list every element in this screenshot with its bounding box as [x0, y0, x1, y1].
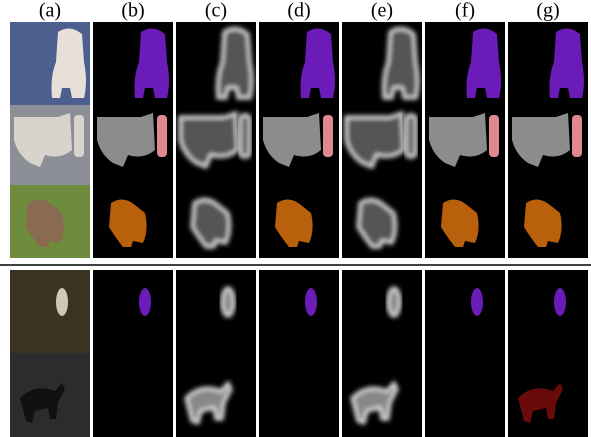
- tile: [10, 353, 90, 437]
- tile: [508, 270, 588, 353]
- tile: [10, 185, 90, 258]
- tile: [176, 105, 256, 185]
- segment: [157, 115, 167, 157]
- tile: [342, 270, 422, 353]
- tile: [93, 353, 173, 437]
- tile-background: [176, 270, 256, 353]
- segment: [222, 288, 234, 316]
- tile: [10, 105, 90, 185]
- tile: [508, 22, 588, 105]
- column-label: (f): [455, 0, 475, 22]
- tile-background: [508, 270, 588, 353]
- tile: [259, 353, 339, 437]
- tile: [259, 270, 339, 353]
- tile-background: [342, 270, 422, 353]
- tile-background: [93, 270, 173, 353]
- segment: [323, 115, 333, 157]
- tile: [425, 353, 505, 437]
- tile: [176, 270, 256, 353]
- tile: [342, 185, 422, 258]
- column-label: (c): [205, 0, 227, 22]
- segment: [384, 28, 419, 98]
- segment: [139, 288, 151, 316]
- tile: [176, 353, 256, 437]
- segment: [56, 288, 68, 316]
- tile: [508, 353, 588, 437]
- segment: [471, 288, 483, 316]
- tile-background: [10, 270, 90, 353]
- segment: [554, 288, 566, 316]
- tile: [425, 105, 505, 185]
- tile: [342, 353, 422, 437]
- tile: [425, 185, 505, 258]
- segment: [74, 115, 84, 157]
- segment: [572, 115, 582, 157]
- column-label: (d): [287, 0, 310, 22]
- segment: [240, 115, 250, 157]
- column-label: (b): [121, 0, 144, 22]
- figure: (a) (b) (c) (d) (e) (f) (g): [0, 0, 591, 437]
- tile: [425, 270, 505, 353]
- column-label: (a): [39, 0, 61, 22]
- segment: [388, 288, 400, 316]
- tile: [259, 185, 339, 258]
- tile: [176, 185, 256, 258]
- tile-background: [93, 353, 173, 437]
- tile-background: [425, 353, 505, 437]
- tile: [508, 105, 588, 185]
- column-label: (g): [536, 0, 559, 22]
- tile: [342, 22, 422, 105]
- tile: [259, 105, 339, 185]
- tile: [425, 22, 505, 105]
- segment: [305, 288, 317, 316]
- tile: [508, 185, 588, 258]
- segment: [406, 115, 416, 157]
- segment: [489, 115, 499, 157]
- tile-background: [259, 353, 339, 437]
- tile-background: [425, 270, 505, 353]
- segment: [218, 28, 253, 98]
- tile-background: [259, 270, 339, 353]
- tile: [93, 185, 173, 258]
- tile: [93, 105, 173, 185]
- tile: [10, 270, 90, 353]
- tile: [176, 22, 256, 105]
- column-label: (e): [371, 0, 393, 22]
- tile: [93, 22, 173, 105]
- tile: [10, 22, 90, 105]
- tile: [342, 105, 422, 185]
- tile: [93, 270, 173, 353]
- tile: [259, 22, 339, 105]
